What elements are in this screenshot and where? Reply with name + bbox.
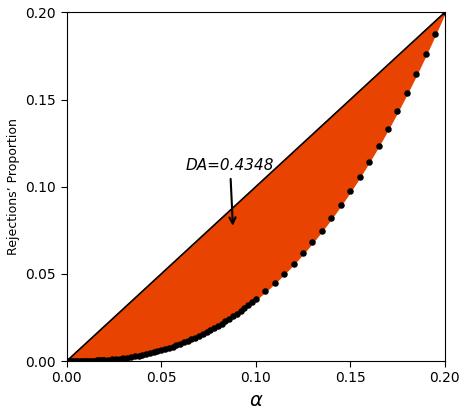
Point — [203, 329, 210, 335]
Point — [84, 357, 91, 364]
Point — [210, 324, 218, 331]
Point — [169, 343, 176, 350]
Point — [214, 322, 222, 329]
Point — [65, 358, 72, 364]
Point — [99, 357, 106, 364]
Point — [248, 299, 255, 306]
Point — [262, 288, 269, 295]
Point — [161, 346, 169, 352]
Point — [76, 358, 84, 364]
Point — [394, 108, 401, 115]
Point — [222, 318, 229, 324]
Point — [432, 30, 439, 37]
X-axis label: α: α — [249, 391, 262, 410]
Y-axis label: Rejections’ Proportion: Rejections’ Proportion — [7, 118, 20, 255]
Point — [422, 51, 430, 58]
Point — [69, 358, 76, 364]
Point — [244, 302, 252, 309]
Point — [127, 354, 134, 360]
Point — [218, 320, 226, 327]
Point — [252, 296, 260, 303]
Point — [120, 355, 127, 362]
Point — [91, 357, 99, 364]
Point — [229, 313, 237, 320]
Point — [199, 331, 206, 337]
Point — [356, 173, 363, 180]
Point — [72, 358, 80, 364]
Point — [441, 9, 448, 16]
Point — [318, 227, 325, 234]
Point — [299, 250, 307, 257]
Point — [135, 352, 142, 359]
Point — [365, 158, 373, 165]
Point — [157, 347, 165, 354]
Point — [95, 357, 103, 364]
Point — [154, 348, 161, 354]
Point — [384, 126, 392, 132]
Point — [142, 351, 150, 357]
Point — [177, 341, 184, 347]
Point — [337, 202, 345, 208]
Point — [67, 358, 74, 364]
Point — [97, 357, 105, 364]
Point — [78, 358, 85, 364]
Point — [108, 356, 116, 363]
Point — [80, 358, 87, 364]
Point — [85, 357, 93, 364]
Point — [139, 352, 146, 358]
Point — [93, 357, 101, 364]
Point — [71, 358, 78, 364]
Point — [74, 358, 82, 364]
Point — [206, 327, 214, 333]
Point — [413, 71, 420, 78]
Point — [173, 342, 180, 349]
Point — [403, 90, 410, 96]
Point — [131, 353, 138, 359]
Point — [375, 142, 382, 149]
Point — [89, 357, 97, 364]
Text: DA=0.4348: DA=0.4348 — [186, 158, 274, 224]
Point — [195, 332, 203, 339]
Point — [233, 310, 241, 317]
Point — [241, 305, 248, 311]
Point — [87, 357, 95, 364]
Point — [123, 354, 131, 361]
Point — [271, 279, 278, 286]
Point — [165, 344, 172, 351]
Point — [180, 339, 188, 346]
Point — [237, 308, 244, 314]
Point — [188, 336, 195, 343]
Point — [146, 350, 154, 357]
Point — [191, 334, 199, 341]
Point — [116, 355, 123, 362]
Point — [150, 349, 157, 356]
Point — [290, 261, 297, 267]
Point — [112, 356, 120, 362]
Point — [105, 357, 112, 363]
Point — [184, 337, 191, 344]
Point — [309, 239, 316, 246]
Point — [280, 270, 288, 277]
Point — [101, 357, 108, 363]
Point — [327, 215, 335, 221]
Point — [347, 188, 354, 195]
Point — [82, 357, 89, 364]
Point — [226, 316, 233, 322]
